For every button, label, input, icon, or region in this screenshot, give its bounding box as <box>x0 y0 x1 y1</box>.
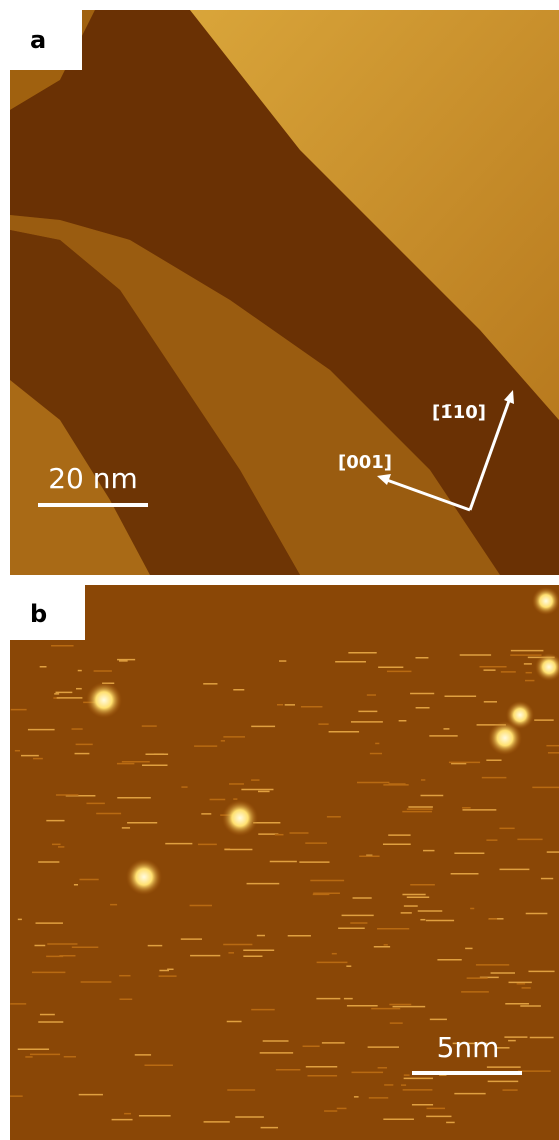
adatom <box>222 800 258 836</box>
scale-bar-label: 20 nm <box>48 462 138 495</box>
adatom <box>86 682 122 718</box>
adatom <box>126 859 162 895</box>
direction-label: [1̄10] <box>432 402 486 423</box>
panel-a: a 20 nm [001] [1̄10] <box>10 10 559 575</box>
adatom <box>532 587 559 615</box>
panel-label: a <box>30 26 46 54</box>
label-box <box>10 585 85 640</box>
page: a 20 nm [001] [1̄10] b 5nm (() => { cons… <box>0 0 559 1140</box>
figure: a 20 nm [001] [1̄10] b 5nm <box>0 0 559 1140</box>
direction-label: [001] <box>338 452 392 473</box>
panel-label: b <box>30 600 47 628</box>
panel-b: b 5nm <box>10 585 559 1140</box>
adatom <box>506 701 534 729</box>
scale-bar-label: 5nm <box>437 1031 500 1064</box>
